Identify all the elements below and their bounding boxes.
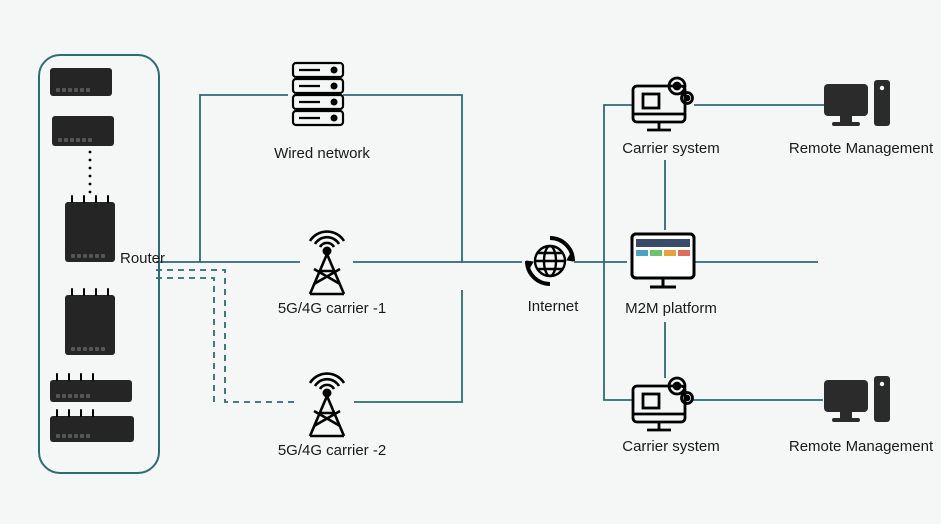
router-device-6 bbox=[50, 416, 134, 442]
m2m-platform-icon bbox=[628, 230, 698, 297]
diagram-canvas: Router Wired network 5G bbox=[0, 0, 941, 524]
router-device-3 bbox=[65, 202, 115, 262]
carrier-system-bottom-icon bbox=[629, 372, 697, 441]
remote-management-top-icon bbox=[822, 78, 894, 139]
cell-tower-1-icon bbox=[301, 222, 353, 301]
remote-management-top-label: Remote Management bbox=[786, 140, 936, 157]
carrier-system-top-label: Carrier system bbox=[616, 140, 726, 157]
carrier-system-bottom-label: Carrier system bbox=[616, 438, 726, 455]
internet-label: Internet bbox=[518, 298, 588, 315]
carrier-1-label: 5G/4G carrier -1 bbox=[272, 300, 392, 317]
remote-management-bottom-label: Remote Management bbox=[786, 438, 936, 455]
carrier-system-top-icon bbox=[629, 72, 697, 141]
router-device-4 bbox=[65, 295, 115, 355]
carrier-2-label: 5G/4G carrier -2 bbox=[272, 442, 392, 459]
internet-globe-icon bbox=[522, 233, 578, 294]
m2m-platform-label: M2M platform bbox=[616, 300, 726, 317]
router-device-1 bbox=[50, 68, 112, 96]
server-rack-icon bbox=[290, 60, 346, 137]
wired-network-label: Wired network bbox=[272, 145, 372, 162]
router-label: Router bbox=[120, 250, 165, 267]
remote-management-bottom-icon bbox=[822, 374, 894, 435]
router-device-2 bbox=[52, 116, 114, 146]
cell-tower-2-icon bbox=[301, 364, 353, 443]
router-device-5 bbox=[50, 380, 132, 402]
